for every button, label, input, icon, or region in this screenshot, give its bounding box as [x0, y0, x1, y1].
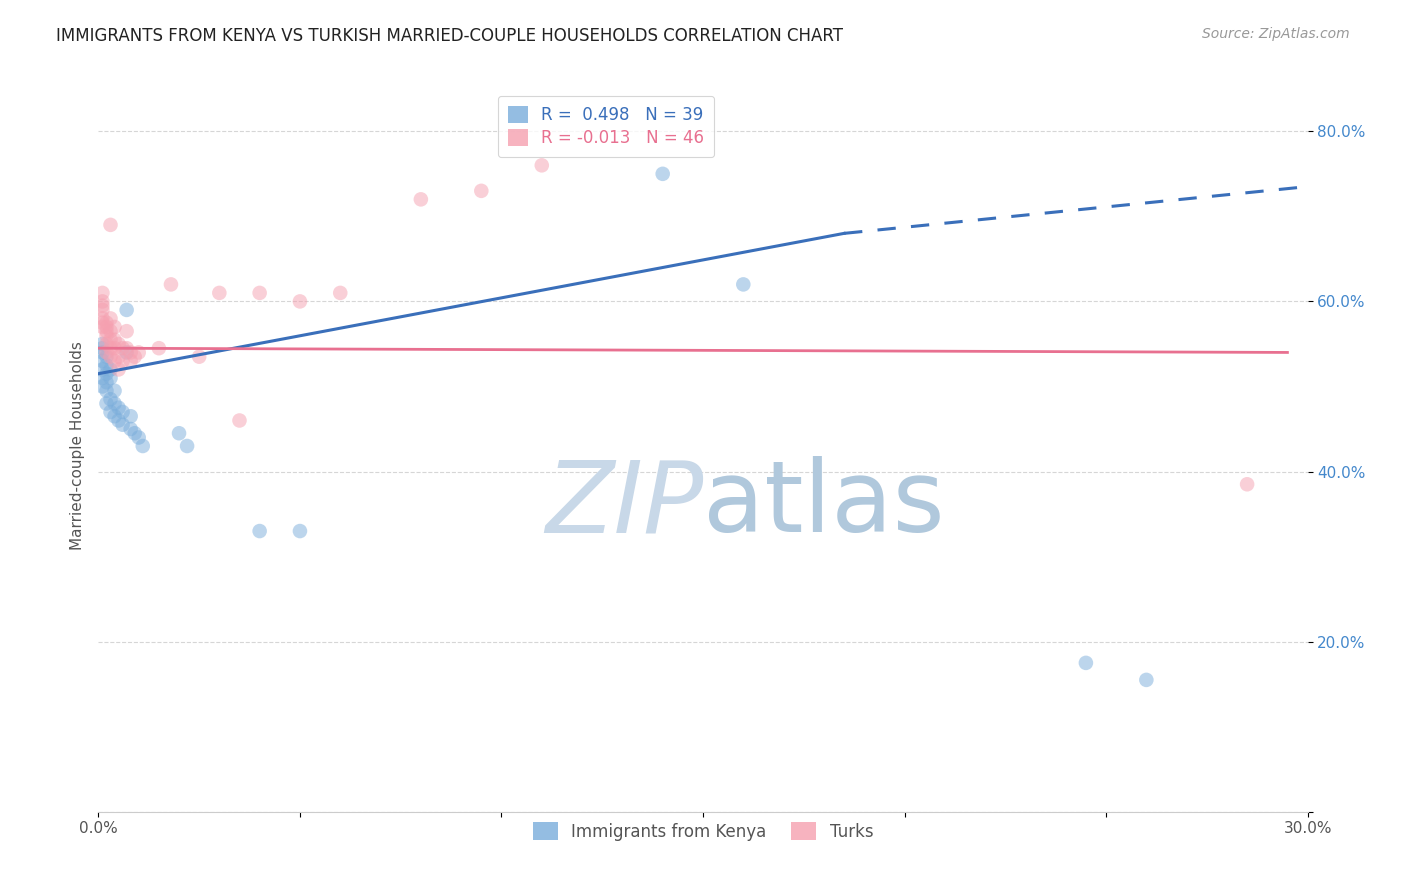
- Point: [100, 371, 122, 385]
- Point: [1135, 673, 1157, 687]
- Point: [120, 409, 142, 424]
- Point: [91, 320, 114, 334]
- Point: [188, 350, 211, 364]
- Point: [91, 337, 114, 351]
- Point: [176, 439, 198, 453]
- Point: [96, 375, 118, 389]
- Point: [115, 345, 138, 359]
- Point: [409, 192, 432, 206]
- Point: [100, 392, 122, 407]
- Point: [96, 324, 118, 338]
- Point: [91, 302, 114, 317]
- Point: [124, 350, 146, 364]
- Point: [91, 362, 114, 376]
- Point: [111, 341, 134, 355]
- Point: [120, 354, 142, 368]
- Point: [124, 426, 146, 441]
- Point: [96, 384, 118, 398]
- Point: [1074, 656, 1097, 670]
- Point: [120, 422, 142, 436]
- Point: [96, 367, 118, 381]
- Text: ZIP: ZIP: [544, 456, 703, 553]
- Point: [249, 285, 271, 300]
- Point: [91, 341, 114, 355]
- Point: [103, 409, 125, 424]
- Point: [470, 184, 492, 198]
- Point: [100, 311, 122, 326]
- Point: [107, 401, 129, 415]
- Point: [733, 277, 755, 292]
- Point: [115, 341, 138, 355]
- Point: [107, 362, 129, 376]
- Text: atlas: atlas: [703, 456, 945, 553]
- Point: [96, 320, 118, 334]
- Point: [100, 341, 122, 355]
- Point: [651, 167, 673, 181]
- Point: [91, 311, 114, 326]
- Point: [91, 345, 114, 359]
- Point: [100, 405, 122, 419]
- Point: [107, 413, 129, 427]
- Point: [96, 396, 118, 410]
- Point: [96, 328, 118, 343]
- Point: [167, 426, 190, 441]
- Point: [96, 345, 118, 359]
- Point: [91, 299, 114, 313]
- Point: [288, 524, 311, 538]
- Point: [91, 285, 114, 300]
- Text: IMMIGRANTS FROM KENYA VS TURKISH MARRIED-COUPLE HOUSEHOLDS CORRELATION CHART: IMMIGRANTS FROM KENYA VS TURKISH MARRIED…: [56, 27, 844, 45]
- Point: [91, 354, 114, 368]
- Point: [111, 417, 134, 432]
- Point: [103, 320, 125, 334]
- Point: [120, 345, 142, 359]
- Point: [91, 316, 114, 330]
- Point: [132, 439, 155, 453]
- Point: [128, 430, 150, 444]
- Point: [228, 413, 250, 427]
- Point: [103, 384, 125, 398]
- Point: [107, 337, 129, 351]
- Point: [160, 277, 183, 292]
- Point: [91, 379, 114, 393]
- Point: [111, 354, 134, 368]
- Point: [103, 341, 125, 355]
- Point: [100, 218, 122, 232]
- Point: [91, 371, 114, 385]
- Point: [96, 316, 118, 330]
- Point: [103, 333, 125, 347]
- Point: [91, 294, 114, 309]
- Point: [111, 405, 134, 419]
- Point: [100, 362, 122, 376]
- Point: [107, 350, 129, 364]
- Point: [103, 354, 125, 368]
- Point: [329, 285, 352, 300]
- Point: [115, 302, 138, 317]
- Point: [148, 341, 170, 355]
- Point: [100, 333, 122, 347]
- Point: [96, 350, 118, 364]
- Point: [249, 524, 271, 538]
- Point: [128, 345, 150, 359]
- Point: [96, 337, 118, 351]
- Text: Source: ZipAtlas.com: Source: ZipAtlas.com: [1202, 27, 1350, 41]
- Point: [100, 350, 122, 364]
- Legend: Immigrants from Kenya, Turks: Immigrants from Kenya, Turks: [526, 816, 880, 847]
- Point: [115, 324, 138, 338]
- Point: [208, 285, 231, 300]
- Y-axis label: Married-couple Households: Married-couple Households: [69, 342, 84, 550]
- Point: [100, 324, 122, 338]
- Point: [530, 158, 553, 172]
- Point: [96, 358, 118, 372]
- Point: [103, 396, 125, 410]
- Point: [1236, 477, 1258, 491]
- Point: [288, 294, 311, 309]
